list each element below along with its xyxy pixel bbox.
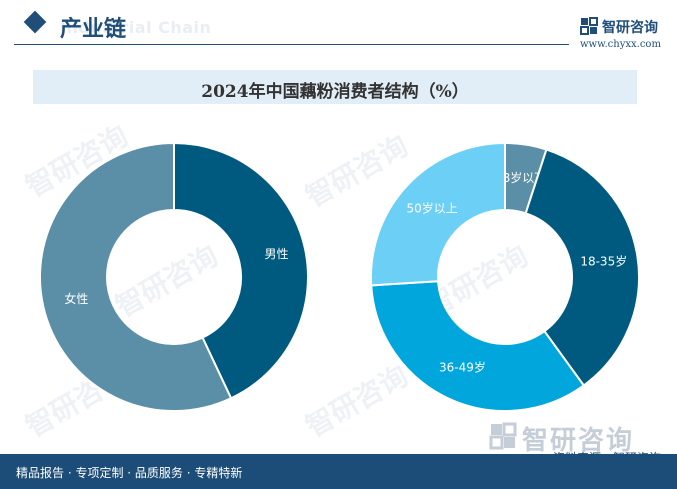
donut-1-slice-2 bbox=[39, 141, 233, 412]
donut-1-slice-1 bbox=[173, 141, 309, 400]
source-logo-text: 智研咨询 bbox=[522, 426, 635, 456]
source-logo-icon bbox=[489, 422, 517, 450]
donut-1-label-1: 男性 bbox=[264, 247, 288, 261]
donut-2-label-2: 18-35岁 bbox=[580, 253, 627, 268]
header-title-en: Industrial Chain bbox=[60, 18, 212, 37]
header: Industrial Chain 产业链 智研咨询 www.chyxx.com bbox=[0, 0, 677, 56]
footer-slogan: 精品报告 · 专项定制 · 品质服务 · 专精特新 bbox=[16, 466, 243, 480]
donut-2-label-3: 36-49岁 bbox=[439, 359, 486, 374]
donut-2-slice-2 bbox=[524, 148, 640, 387]
donut-2-label-4: 50岁以上 bbox=[406, 201, 457, 216]
source-label: 资料来源：智研咨询 bbox=[552, 451, 661, 465]
logo-icon bbox=[580, 17, 598, 35]
donut-2-slice-4 bbox=[370, 141, 506, 287]
page-title: 产业链 bbox=[60, 17, 127, 42]
chart-title: 2024年中国藕粉消费者结构（%） bbox=[201, 82, 469, 102]
donut-2-label-1: 18岁以下 bbox=[495, 170, 546, 185]
logo-name: 智研咨询 bbox=[602, 20, 658, 36]
logo-url: www.chyxx.com bbox=[580, 39, 661, 50]
chart-title-band: 2024年中国藕粉消费者结构（%） bbox=[33, 70, 637, 104]
header-divider bbox=[14, 44, 569, 45]
donut-1-label-2: 女性 bbox=[64, 291, 88, 306]
footer: 精品报告 · 专项定制 · 品质服务 · 专精特新 bbox=[0, 454, 677, 489]
donut-2-slice-3 bbox=[370, 280, 586, 412]
